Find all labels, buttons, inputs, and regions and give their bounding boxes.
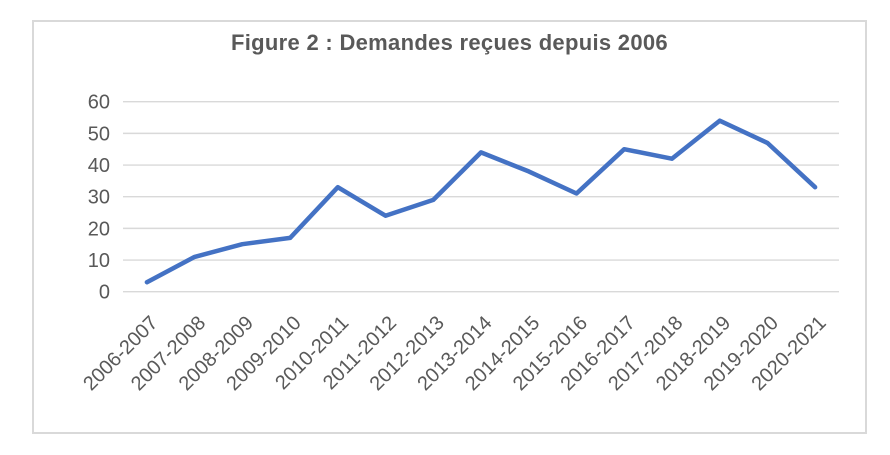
series-line bbox=[144, 118, 818, 285]
y-axis-tick-label: 60 bbox=[88, 92, 110, 114]
y-axis-tick-label: 40 bbox=[88, 155, 110, 177]
chart-title: Figure 2 : Demandes reçues depuis 2006 bbox=[231, 30, 668, 55]
y-axis-tick-label: 20 bbox=[88, 218, 110, 240]
y-axis-tick-label: 10 bbox=[88, 250, 110, 272]
y-axis-tick-label: 30 bbox=[88, 187, 110, 209]
y-axis-tick-label: 0 bbox=[99, 282, 110, 304]
chart-frame bbox=[32, 20, 867, 434]
y-axis-tick-label: 50 bbox=[88, 123, 110, 145]
